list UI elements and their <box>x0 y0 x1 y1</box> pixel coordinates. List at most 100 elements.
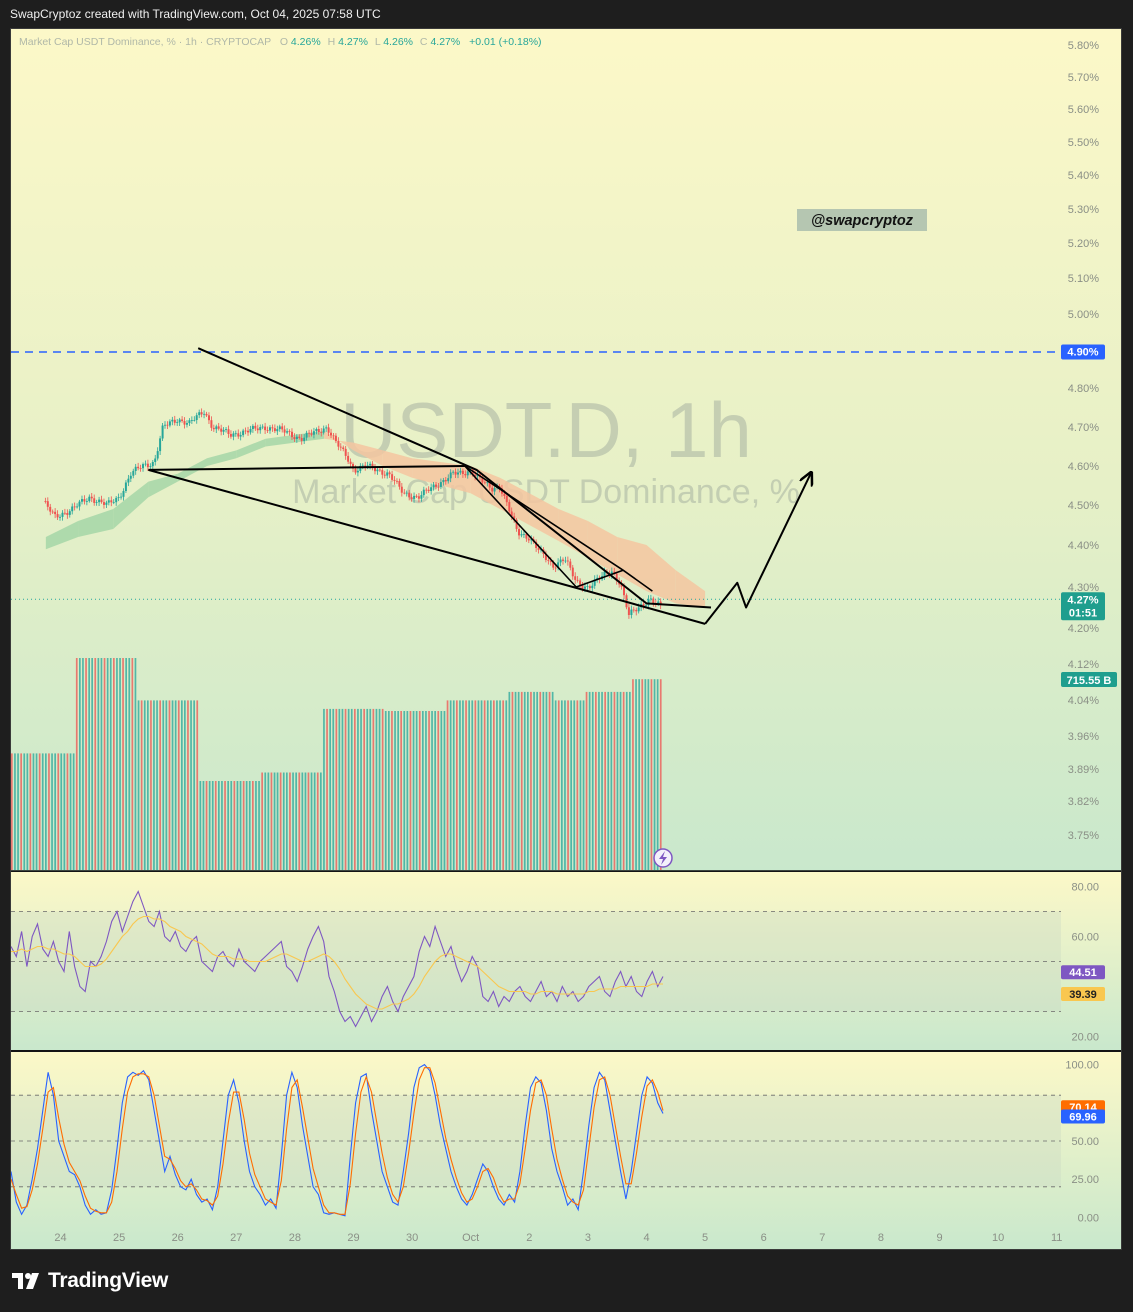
volume-bar <box>388 711 390 870</box>
wedge-upper-line[interactable] <box>197 347 712 609</box>
candle-body <box>471 469 474 475</box>
candle-body <box>339 446 342 448</box>
volume-bar <box>122 658 124 870</box>
volume-bar <box>505 700 508 870</box>
volume-bar <box>372 708 375 870</box>
wedge-lower-line[interactable] <box>148 468 706 625</box>
candle-body <box>623 586 625 596</box>
candle-body <box>474 474 477 477</box>
volume-bar <box>391 711 393 870</box>
candle-body <box>632 609 635 611</box>
tradingview-logo[interactable]: TradingView <box>12 1269 168 1293</box>
candle-body <box>46 501 49 507</box>
stoch-badge-bg <box>1061 1109 1105 1124</box>
candle-body <box>518 529 520 536</box>
time-axis[interactable]: 24 25 26 27 28 29 30 Oct 2 3 4 5 6 7 8 9 10 11 <box>54 1232 1062 1244</box>
candle-body <box>117 497 120 498</box>
candle-body <box>205 413 208 416</box>
cloud-segment <box>113 481 149 529</box>
volume-bar <box>409 711 412 870</box>
candle-body <box>391 474 394 480</box>
candle-body <box>344 448 347 456</box>
candle-body <box>242 430 245 436</box>
time-tick-label: 4 <box>643 1232 649 1244</box>
candle-body <box>476 474 479 477</box>
time-tick-label: 29 <box>347 1232 359 1244</box>
volume-bar <box>270 772 273 870</box>
candle-body <box>112 502 115 503</box>
candle-body <box>574 576 577 580</box>
volume-bar <box>72 753 75 870</box>
volume-bar <box>190 700 192 870</box>
candle-body <box>410 497 413 499</box>
horizontal-trend-line[interactable] <box>148 465 465 471</box>
candle-body <box>513 516 516 520</box>
candle-body <box>386 472 389 476</box>
candle-body <box>178 419 181 423</box>
candle-body <box>439 482 442 487</box>
candle-body <box>515 519 518 529</box>
volume-bar <box>125 658 127 870</box>
candle-body <box>210 420 213 428</box>
volume-bar <box>131 658 134 870</box>
volume-bar <box>557 700 560 870</box>
candle-body <box>244 430 247 432</box>
volume-bar <box>140 700 143 870</box>
candle-body <box>295 436 298 439</box>
price-tick-label: 3.82% <box>1068 796 1099 808</box>
candle-body <box>212 427 215 430</box>
chart-canvas[interactable]: USDT.D, 1h Market Cap USDT Dominance, % … <box>11 29 1121 1249</box>
candle-body <box>278 426 281 430</box>
candle-body <box>454 471 457 475</box>
candle-body <box>332 435 335 437</box>
inner-lower-line[interactable] <box>464 465 624 588</box>
volume-bar <box>38 753 41 870</box>
symbol-legend[interactable]: Market Cap USDT Dominance, % · 1h · CRYP… <box>19 36 542 48</box>
stoch-badge: 69.96 <box>1069 1112 1097 1124</box>
volume-bar <box>480 700 483 870</box>
volume-bar <box>598 691 600 870</box>
candle-body <box>166 424 169 426</box>
volume-bar <box>162 700 165 870</box>
candle-body <box>100 499 103 503</box>
projection-arrow[interactable] <box>704 474 811 625</box>
candle-body <box>352 463 354 469</box>
candle-body <box>173 419 176 423</box>
price-axis[interactable]: 5.80% 5.70% 5.60% 5.50% 5.40% 5.30% 5.20% 5.10%… <box>1068 40 1099 842</box>
time-tick-label: 2 <box>526 1232 532 1244</box>
candle-body <box>220 428 223 432</box>
last-price-badge-bg <box>1061 592 1105 621</box>
volume-bar <box>508 691 511 870</box>
pattern-drawings[interactable] <box>148 347 811 625</box>
volume-bar <box>51 753 53 870</box>
candle-body <box>381 470 384 475</box>
candle-body <box>464 474 467 476</box>
candle-body <box>229 434 232 437</box>
volume-bar <box>443 711 446 870</box>
handle-label[interactable]: @swapcryptoz <box>797 209 927 231</box>
volume-bar <box>14 753 16 870</box>
candle-body <box>530 539 533 541</box>
chart-frame[interactable]: USDT.D, 1h Market Cap USDT Dominance, % … <box>10 28 1122 1250</box>
candle-body <box>251 425 254 429</box>
lightning-icon[interactable] <box>653 848 673 868</box>
volume-bar <box>196 700 199 870</box>
candle-body <box>571 567 574 577</box>
volume-bar <box>659 679 662 870</box>
volume-bar <box>100 658 103 870</box>
indicator-line <box>11 890 664 1028</box>
volume-bars <box>11 658 662 870</box>
candle-body <box>459 470 462 473</box>
volume-bar <box>298 772 301 870</box>
volume-bar <box>150 700 152 870</box>
volume-bar <box>440 711 443 870</box>
candle-body <box>457 472 459 475</box>
volume-bar <box>153 700 155 870</box>
candle-body <box>415 495 418 497</box>
cloud-segment <box>646 545 676 604</box>
volume-bar <box>279 772 282 870</box>
volume-bar <box>63 753 66 870</box>
candle-body <box>73 506 76 508</box>
candle-body <box>417 496 420 499</box>
volume-bar <box>94 658 97 870</box>
